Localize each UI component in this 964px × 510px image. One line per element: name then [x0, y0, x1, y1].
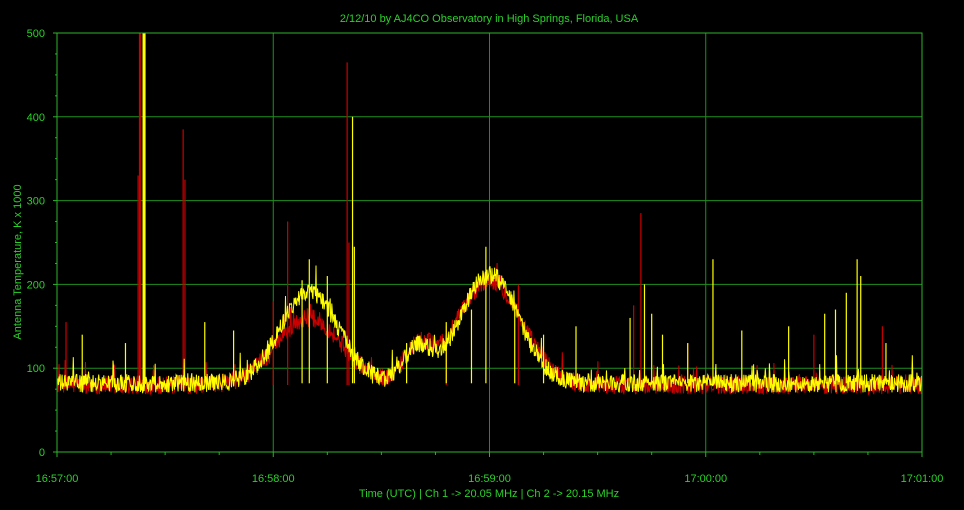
x-axis-label: Time (UTC) | Ch 1 -> 20.05 MHz | Ch 2 ->…: [359, 488, 619, 500]
y-tick-label: 100: [27, 363, 45, 375]
grid-layer: [57, 33, 922, 452]
x-tick-label: 16:57:00: [36, 473, 79, 485]
y-tick-label: 0: [39, 447, 45, 459]
x-tick-label: 16:59:00: [468, 473, 511, 485]
chart-title: 2/12/10 by AJ4CO Observatory in High Spr…: [340, 13, 639, 25]
series-line: [56, 265, 923, 394]
y-tick-label: 200: [27, 279, 45, 291]
y-tick-label: 300: [27, 196, 45, 208]
y-axis-label: Antenna Temperature, K x 1000: [12, 184, 24, 339]
series-layer: [56, 33, 923, 396]
x-tick-label: 17:00:00: [684, 473, 727, 485]
y-tick-label: 500: [27, 28, 45, 40]
tick-layer: 16:57:00 16:58:00 16:59:00 17:00:00 17:01:00…: [27, 28, 944, 485]
x-tick-label: 16:58:00: [252, 473, 295, 485]
y-tick-label: 400: [27, 112, 45, 124]
x-tick-label: 17:01:00: [901, 473, 944, 485]
